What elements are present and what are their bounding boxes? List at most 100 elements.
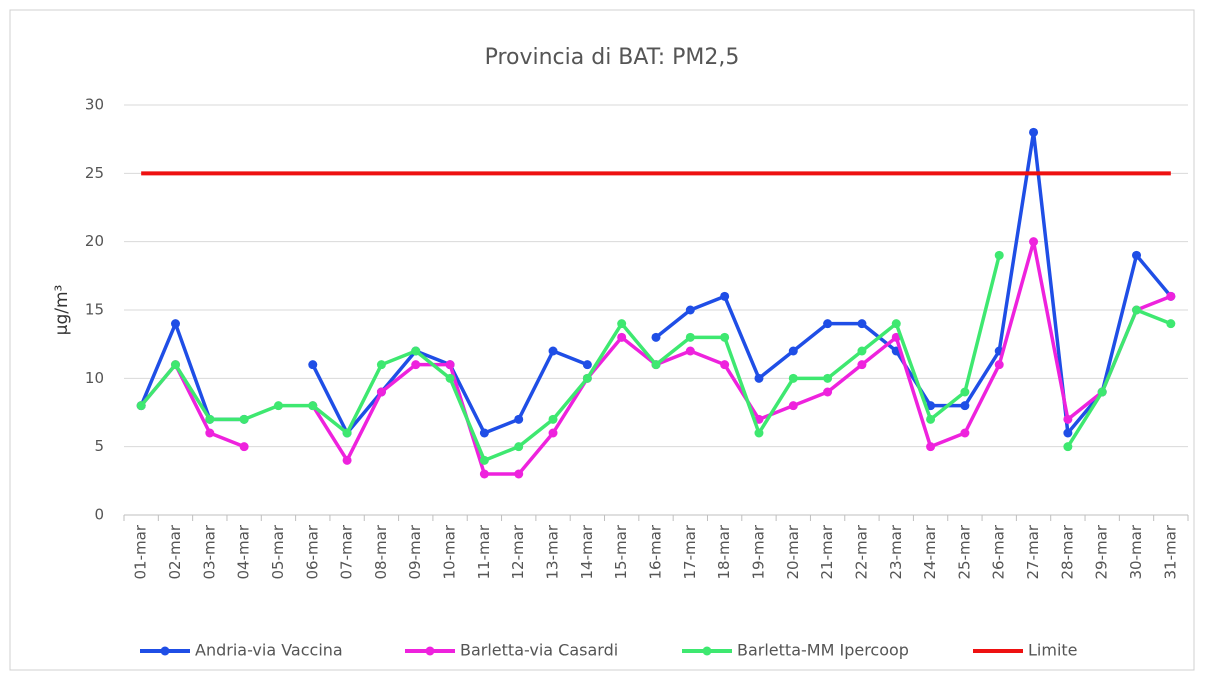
point	[651, 332, 661, 342]
x-tick-label: 15-mar	[612, 524, 630, 579]
point	[857, 346, 867, 356]
point	[617, 332, 627, 342]
x-tick-label: 03-mar	[200, 524, 218, 579]
x-tick-label: 19-mar	[749, 524, 767, 579]
point	[1097, 387, 1107, 397]
x-tick-label: 22-mar	[852, 524, 870, 579]
x-tick-label: 04-mar	[235, 524, 253, 579]
point	[342, 428, 352, 438]
point	[239, 442, 249, 452]
point	[720, 291, 730, 301]
point	[1132, 250, 1142, 260]
point	[411, 360, 421, 370]
y-tick-label: 20	[85, 232, 104, 250]
point	[479, 428, 489, 438]
x-tick-label: 02-mar	[166, 524, 184, 579]
point	[479, 455, 489, 465]
point	[548, 346, 558, 356]
point	[514, 414, 524, 424]
point	[857, 319, 867, 329]
x-tick-label: 31-mar	[1161, 524, 1179, 579]
point	[308, 401, 318, 411]
point	[170, 319, 180, 329]
point	[960, 387, 970, 397]
point	[479, 469, 489, 479]
x-tick-label: 13-mar	[544, 524, 562, 579]
point	[514, 442, 524, 452]
point	[445, 373, 455, 383]
y-tick-label: 15	[85, 301, 104, 319]
x-tick-label: 28-mar	[1058, 524, 1076, 579]
y-tick-label: 5	[94, 437, 104, 455]
x-tick-label: 06-mar	[303, 524, 321, 579]
legend-marker	[702, 646, 712, 656]
legend-marker	[160, 646, 170, 656]
x-tick-label: 21-mar	[818, 524, 836, 579]
point	[376, 387, 386, 397]
x-tick-label: 17-mar	[681, 524, 699, 579]
point	[823, 387, 833, 397]
x-tick-label: 23-mar	[887, 524, 905, 579]
y-axis-label: µg/m³	[52, 285, 72, 336]
x-tick-label: 27-mar	[1024, 524, 1042, 579]
point	[960, 401, 970, 411]
point	[445, 360, 455, 370]
chart-title: Provincia di BAT: PM2,5	[485, 45, 740, 70]
point	[136, 401, 146, 411]
legend-marker	[425, 646, 435, 656]
point	[651, 360, 661, 370]
point	[891, 319, 901, 329]
point	[994, 360, 1004, 370]
point	[685, 305, 695, 315]
point	[514, 469, 524, 479]
y-tick-label: 30	[85, 96, 104, 114]
y-tick-label: 25	[85, 164, 104, 182]
point	[205, 428, 215, 438]
x-tick-label: 16-mar	[647, 524, 665, 579]
point	[205, 414, 215, 424]
legend-label: Barletta-via Casardi	[460, 641, 618, 660]
x-tick-label: 24-mar	[921, 524, 939, 579]
x-tick-label: 25-mar	[955, 524, 973, 579]
point	[823, 373, 833, 383]
point	[754, 373, 764, 383]
series-line	[139, 254, 1172, 463]
legend-label: Andria-via Vaccina	[195, 641, 343, 660]
chart-border	[9, 9, 1195, 671]
point	[582, 373, 592, 383]
point	[1132, 305, 1142, 315]
point	[617, 319, 627, 329]
point	[720, 360, 730, 370]
point	[926, 442, 936, 452]
x-tick-label: 05-mar	[269, 524, 287, 579]
point	[273, 401, 283, 411]
point	[376, 360, 386, 370]
x-tick-label: 10-mar	[441, 524, 459, 579]
point	[926, 414, 936, 424]
y-tick-label: 0	[94, 506, 104, 524]
point	[1063, 442, 1073, 452]
point	[239, 414, 249, 424]
legend-label: Barletta-MM Ipercoop	[737, 641, 909, 660]
y-tick-label: 10	[85, 369, 104, 387]
point	[308, 360, 318, 370]
point	[411, 346, 421, 356]
x-tick-label: 01-mar	[132, 524, 150, 579]
x-tick-label: 14-mar	[578, 524, 596, 579]
point	[960, 428, 970, 438]
x-tick-label: 30-mar	[1127, 524, 1145, 579]
point	[548, 414, 558, 424]
legend-label: Limite	[1028, 641, 1078, 660]
x-tick-label: 12-mar	[509, 524, 527, 579]
x-tick-label: 11-mar	[475, 524, 493, 579]
point	[1063, 428, 1073, 438]
point	[754, 428, 764, 438]
x-tick-label: 18-mar	[715, 524, 733, 579]
point	[720, 332, 730, 342]
point	[685, 346, 695, 356]
x-tick-label: 20-mar	[784, 524, 802, 579]
point	[1029, 237, 1039, 247]
x-tick-label: 08-mar	[372, 524, 390, 579]
point	[788, 373, 798, 383]
point	[548, 428, 558, 438]
